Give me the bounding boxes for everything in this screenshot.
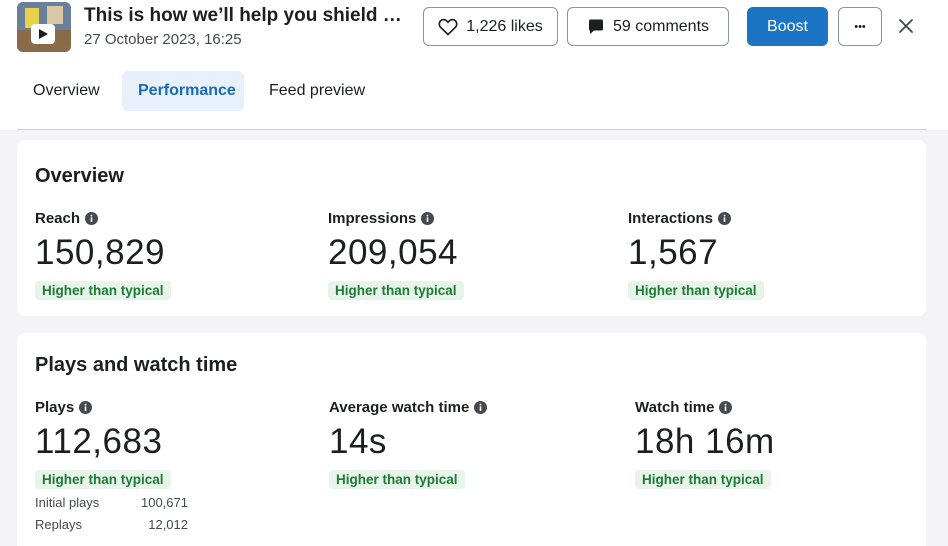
replays-value: 12,012: [148, 517, 188, 532]
post-title: This is how we’ll help you shield …: [84, 5, 402, 26]
watch-time-value: 18h 16m: [635, 422, 775, 461]
status-badge: Higher than typical: [35, 281, 171, 300]
reach-value: 150,829: [35, 233, 166, 272]
info-icon[interactable]: [719, 400, 733, 414]
tab-divider: [17, 129, 927, 130]
impressions-value: 209,054: [328, 233, 459, 272]
more-options-button[interactable]: •••: [838, 7, 882, 46]
plays-metric: Plays 112,683 Higher than typical: [35, 398, 171, 489]
info-icon[interactable]: [79, 400, 93, 414]
tab-bar: Overview Performance Feed preview: [17, 71, 381, 111]
info-icon[interactable]: [421, 211, 435, 225]
interactions-metric: Interactions 1,567 Higher than typical: [628, 209, 764, 300]
watch-time-metric: Watch time 18h 16m Higher than typical: [635, 398, 775, 489]
initial-plays-label: Initial plays: [35, 495, 100, 510]
interactions-label: Interactions: [628, 209, 714, 227]
impressions-metric: Impressions 209,054 Higher than typical: [328, 209, 464, 300]
heart-icon: [438, 18, 458, 36]
reach-metric: Reach 150,829 Higher than typical: [35, 209, 171, 300]
more-icon: •••: [854, 20, 866, 33]
post-date: 27 October 2023, 16:25: [84, 31, 242, 48]
reach-label: Reach: [35, 209, 81, 227]
close-button[interactable]: [892, 12, 920, 40]
avg-watch-time-metric: Average watch time 14s Higher than typic…: [329, 398, 488, 489]
post-header: This is how we’ll help you shield … 27 O…: [0, 0, 948, 56]
info-icon[interactable]: [474, 400, 488, 414]
status-badge: Higher than typical: [635, 470, 771, 489]
status-badge: Higher than typical: [35, 470, 171, 489]
tab-overview[interactable]: Overview: [33, 82, 100, 99]
avg-watch-time-value: 14s: [329, 422, 387, 461]
watch-time-label: Watch time: [635, 398, 715, 416]
plays-title: Plays and watch time: [35, 354, 238, 376]
comment-icon: [587, 18, 605, 36]
replays-label: Replays: [35, 517, 82, 532]
info-icon[interactable]: [718, 211, 732, 225]
plays-value: 112,683: [35, 422, 163, 461]
overview-title: Overview: [35, 165, 124, 187]
status-badge: Higher than typical: [628, 281, 764, 300]
post-thumbnail[interactable]: [17, 2, 71, 52]
close-icon: [898, 18, 914, 34]
impressions-label: Impressions: [328, 209, 417, 227]
info-icon[interactable]: [85, 211, 99, 225]
likes-label: 1,226 likes: [466, 17, 543, 35]
comments-label: 59 comments: [612, 17, 710, 35]
boost-button[interactable]: Boost: [747, 7, 828, 46]
replays-row: Replays 12,012: [35, 517, 188, 532]
plays-card: Plays and watch time Plays 112,683 Highe…: [17, 333, 926, 546]
tab-performance[interactable]: Performance: [122, 71, 244, 111]
tab-feed-preview[interactable]: Feed preview: [269, 82, 366, 99]
status-badge: Higher than typical: [328, 281, 464, 300]
plays-label: Plays: [35, 398, 75, 416]
status-badge: Higher than typical: [329, 470, 465, 489]
likes-button[interactable]: 1,226 likes: [423, 7, 558, 46]
avg-watch-time-label: Average watch time: [329, 398, 470, 416]
comments-button[interactable]: 59 comments: [567, 7, 729, 46]
interactions-value: 1,567: [628, 233, 719, 272]
initial-plays-row: Initial plays 100,671: [35, 495, 188, 510]
overview-card: Overview Reach 150,829 Higher than typic…: [17, 140, 926, 316]
initial-plays-value: 100,671: [141, 495, 188, 510]
